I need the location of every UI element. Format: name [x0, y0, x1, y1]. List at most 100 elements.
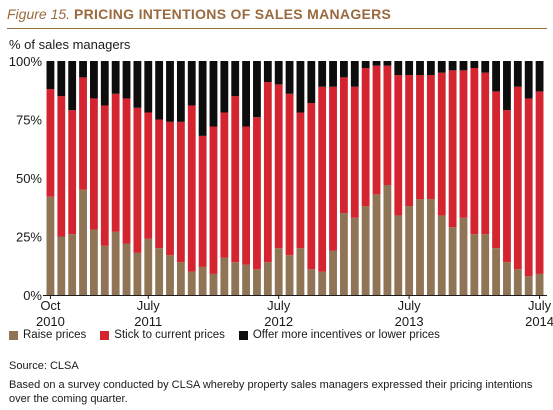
bar-segment-stick — [285, 93, 294, 256]
bar-segment-raise — [111, 231, 120, 295]
bar-segment-stick — [481, 72, 490, 235]
bar-segment-raise — [122, 243, 131, 295]
bar-segment-offer — [122, 61, 131, 99]
y-tick-label: 75% — [16, 113, 42, 128]
legend: Raise prices Stick to current prices Off… — [9, 329, 440, 341]
bar-segment-stick — [361, 68, 370, 207]
bar-segment-raise — [383, 185, 392, 295]
bar-segment-stick — [448, 70, 457, 228]
bar-segment-raise — [242, 264, 250, 295]
bar-segment-stick — [426, 75, 435, 200]
x-tick-year-label: 2013 — [395, 314, 424, 329]
bar-segment-stick — [155, 119, 164, 249]
bar-segment-raise — [187, 271, 196, 295]
bar-segment-stick — [242, 126, 250, 265]
bar-segment-stick — [350, 86, 359, 218]
bar-segment-stick — [307, 103, 316, 270]
bar-segment-offer — [263, 61, 272, 83]
bar-segment-stick — [253, 117, 261, 270]
bar-segment-offer — [144, 61, 153, 113]
bar-segment-raise — [176, 262, 185, 295]
bar-segment-offer — [372, 61, 381, 66]
bar-segment-offer — [513, 61, 522, 87]
bar-segment-offer — [111, 61, 120, 94]
bar-segment-raise — [448, 227, 457, 295]
figure-title-text: PRICING INTENTIONS OF SALES MANAGERS — [73, 6, 392, 22]
bar-segment-raise — [90, 229, 98, 295]
bar-segment-offer — [426, 61, 435, 76]
y-axis-label: % of sales managers — [9, 37, 131, 52]
legend-label-offer: Offer more incentives or lower prices — [252, 329, 440, 341]
bar-segment-stick — [318, 86, 327, 272]
bar-segment-raise — [155, 248, 164, 295]
bar-segment-stick — [220, 112, 229, 258]
bar-segment-raise — [274, 248, 283, 295]
legend-swatch-raise — [9, 330, 18, 340]
x-tick-year-label: 2010 — [36, 314, 65, 329]
legend-item-raise: Raise prices — [9, 329, 86, 341]
bar-segment-offer — [57, 61, 66, 97]
bar-segment-offer — [133, 61, 142, 108]
bar-segment-offer — [296, 61, 305, 113]
bar-segment-raise — [503, 262, 511, 295]
bar-segment-raise — [361, 206, 370, 295]
bar-segment-offer — [340, 61, 348, 78]
stacked-bar-chart: 0%25%50%75%100% Oct2010July2011July2012J… — [9, 54, 553, 329]
bar-segment-offer — [166, 61, 174, 122]
bar-segment-raise — [535, 273, 544, 295]
bar-segment-raise — [57, 236, 66, 295]
bar-segment-offer — [285, 61, 294, 94]
bar-segment-offer — [361, 61, 370, 69]
bar-segment-offer — [90, 61, 98, 99]
bar-segment-offer — [405, 61, 414, 76]
x-tick-year-label: 2012 — [264, 314, 293, 329]
bar-segment-stick — [122, 98, 131, 244]
bar-segment-raise — [459, 217, 468, 295]
legend-swatch-stick — [100, 330, 110, 340]
bar-segment-stick — [405, 75, 414, 207]
bar-segment-stick — [198, 135, 207, 267]
bar-segment-raise — [492, 248, 500, 295]
bar-segment-stick — [57, 96, 66, 237]
bar-segment-offer — [416, 61, 424, 76]
bar-segment-offer — [100, 61, 109, 106]
bar-segment-stick — [111, 93, 120, 232]
bar-segment-stick — [394, 75, 403, 216]
bar-segment-offer — [448, 61, 457, 71]
x-tick-year-label: 2014 — [525, 314, 553, 329]
bar-segment-offer — [470, 61, 479, 69]
bar-segment-stick — [372, 65, 381, 195]
bar-segment-stick — [274, 84, 283, 249]
bar-segment-stick — [535, 91, 544, 274]
bar-segment-stick — [144, 112, 153, 239]
bar-segment-stick — [383, 65, 392, 186]
bar-segment-raise — [513, 269, 522, 295]
legend-label-stick: Stick to current prices — [114, 329, 225, 341]
bar-segment-raise — [524, 276, 533, 295]
bar-segment-stick — [176, 121, 185, 263]
footnote: Based on a survey conducted by CLSA wher… — [9, 379, 533, 405]
legend-swatch-offer — [238, 330, 248, 340]
figure-number: Figure 15. — [7, 6, 71, 22]
bar-segment-offer — [46, 61, 55, 90]
bar-segment-raise — [79, 189, 87, 295]
bar-segment-offer — [503, 61, 511, 111]
bar-segment-raise — [166, 255, 174, 295]
bar-segment-offer — [198, 61, 207, 136]
x-tick-month-label: July — [398, 298, 422, 313]
bar-segment-offer — [350, 61, 359, 87]
bar-segment-raise — [394, 215, 403, 295]
bar-segment-raise — [209, 273, 218, 295]
legend-item-stick: Stick to current prices — [100, 329, 225, 341]
bar-segment-offer — [492, 61, 500, 92]
bar-segment-stick — [263, 82, 272, 263]
bar-segment-raise — [307, 269, 316, 295]
bar-segment-raise — [481, 234, 490, 295]
bar-segment-stick — [68, 110, 77, 235]
bar-segment-stick — [416, 75, 424, 200]
bar-segment-stick — [231, 96, 240, 263]
x-tick-year-label: 2011 — [134, 314, 162, 329]
bar-segment-raise — [285, 255, 294, 295]
bar-segment-offer — [383, 61, 392, 66]
bar-segment-raise — [426, 199, 435, 295]
